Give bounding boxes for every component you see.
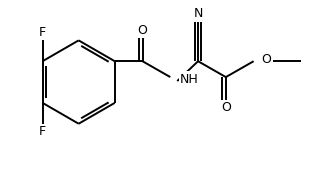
Text: F: F	[39, 26, 46, 39]
Text: N: N	[193, 7, 203, 20]
Text: F: F	[39, 125, 46, 138]
Text: O: O	[262, 53, 271, 66]
Text: O: O	[221, 101, 231, 114]
Text: O: O	[137, 24, 147, 37]
Text: NH: NH	[180, 73, 199, 85]
